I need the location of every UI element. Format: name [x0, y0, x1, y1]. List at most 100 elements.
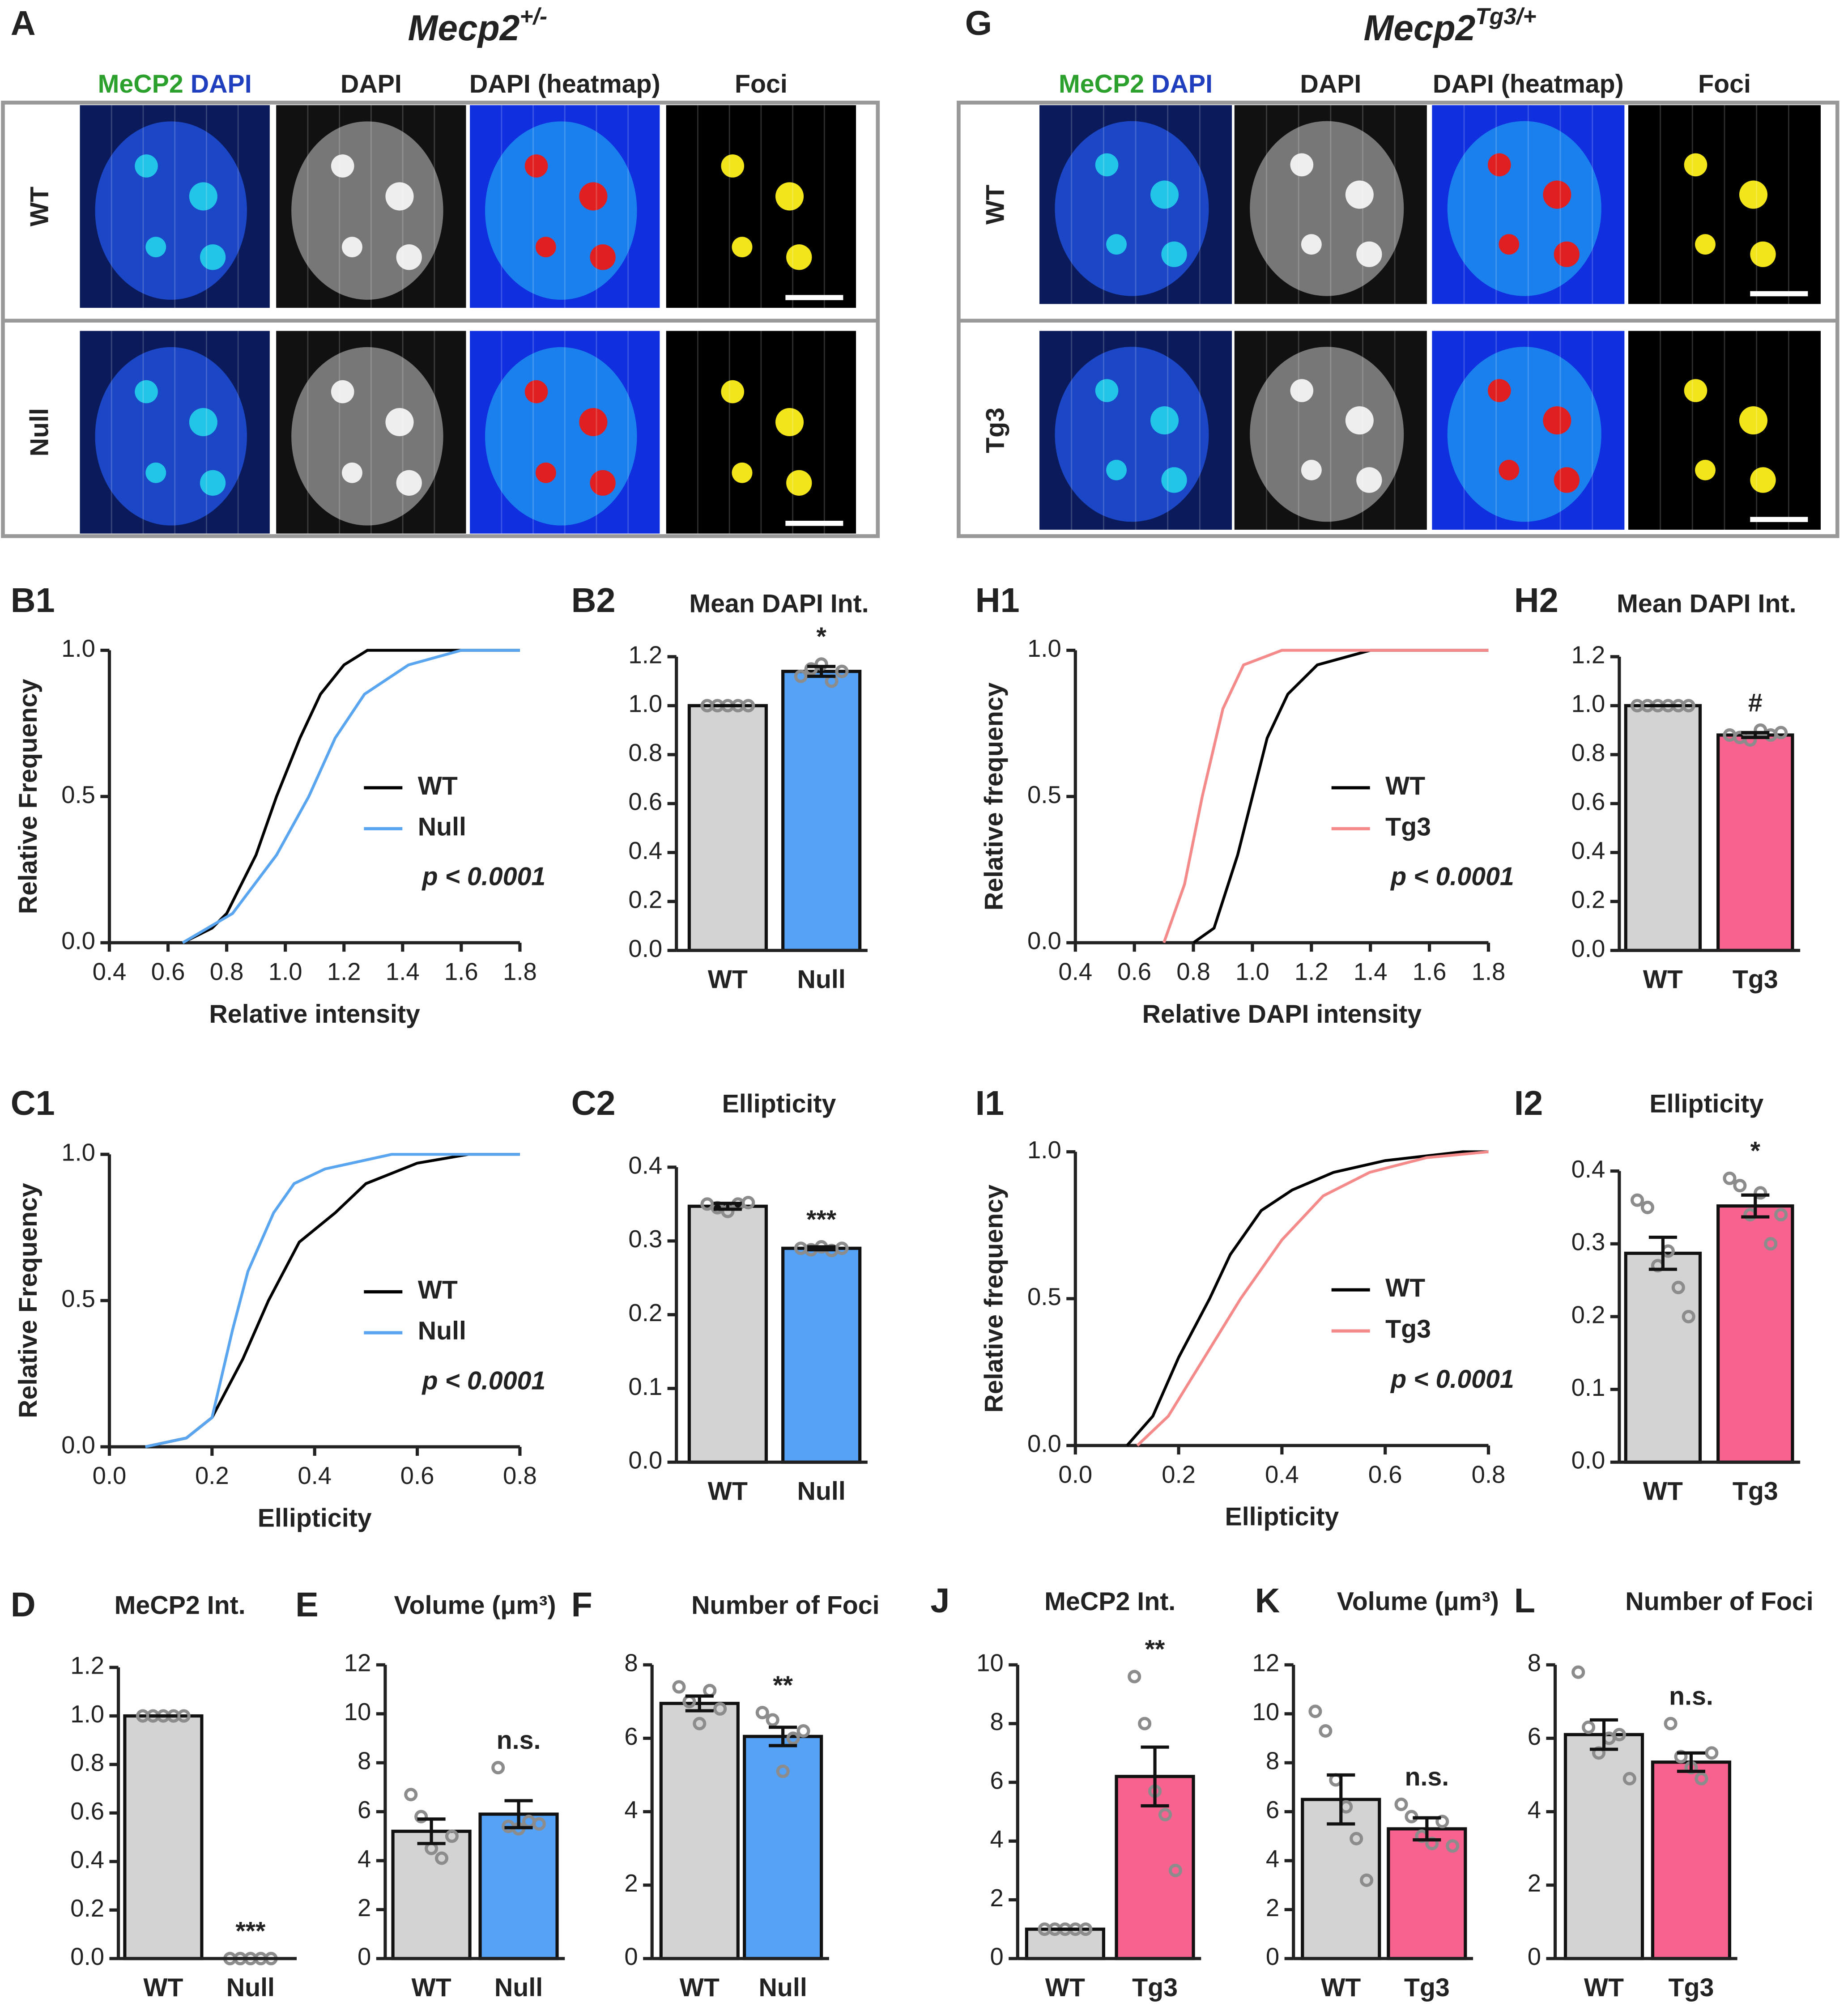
data-point: [1774, 726, 1788, 740]
y-tick-label: 4: [624, 1796, 638, 1824]
focus: [1356, 241, 1382, 268]
data-point: [1754, 1186, 1767, 1200]
data-point: [445, 1829, 459, 1843]
y-tick-label: 2: [1528, 1870, 1541, 1897]
x-tick-label: WT: [1045, 1973, 1085, 2002]
data-point: [703, 1683, 717, 1697]
focus: [579, 408, 608, 437]
data-point: [404, 1788, 418, 1802]
cdf-line: [1162, 649, 1489, 944]
data-point: [1640, 1200, 1655, 1214]
y-tick-label: 1.0: [1571, 690, 1605, 718]
data-point: [1128, 1670, 1141, 1683]
focus: [721, 380, 745, 404]
focus: [524, 154, 548, 178]
x-tick-label: Tg3: [1404, 1973, 1450, 2002]
data-point: [1446, 1839, 1460, 1853]
chart-title: Mean DAPI Int.: [689, 589, 869, 618]
panel-letter: I2: [1514, 1084, 1543, 1122]
y-tick-label: 0.6: [628, 788, 662, 816]
x-tick-label: 0.6: [400, 1462, 434, 1489]
legend-label: WT: [418, 772, 458, 800]
legend-label: WT: [1385, 772, 1425, 800]
y-tick-label: 0.4: [628, 1152, 662, 1179]
focus: [1150, 180, 1179, 209]
y-tick-label: 1.2: [1571, 641, 1605, 668]
data-point: [755, 1705, 769, 1720]
y-tick-label: 0.2: [1571, 886, 1605, 913]
y-tick-label: 4: [1528, 1796, 1541, 1824]
y-tick-label: 0.0: [628, 935, 662, 962]
data-point: [1394, 1798, 1408, 1811]
x-tick-label: WT: [680, 1973, 720, 2002]
title-text: Mecp2: [1363, 8, 1475, 48]
focus: [135, 154, 158, 178]
merge-label-dapi: DAPI: [1151, 70, 1213, 98]
focus: [341, 462, 362, 483]
row-label: WT: [26, 187, 54, 226]
focus: [1356, 467, 1382, 493]
data-point: [1743, 733, 1757, 747]
cdf-line: [182, 649, 520, 944]
panel-letter: C2: [571, 1084, 616, 1122]
y-tick-label: 0.2: [628, 1299, 662, 1326]
data-point: [1308, 1705, 1322, 1718]
nucleus: [95, 121, 247, 300]
data-point: [1723, 1171, 1737, 1185]
focus: [1499, 459, 1520, 480]
bar: [1387, 1827, 1467, 1960]
x-tick-label: 0.8: [210, 958, 244, 985]
x-tick-label: 0.4: [1265, 1461, 1299, 1488]
x-tick-label: 0.8: [503, 1462, 537, 1489]
data-point: [1350, 1832, 1363, 1845]
panel-title: Mecp2+/-: [408, 3, 547, 48]
y-tick-label: 0.6: [1571, 788, 1605, 816]
x-tick-label: 0.4: [1058, 958, 1092, 985]
cdf-line: [145, 1153, 520, 1449]
y-tick-label: 0.5: [1027, 1283, 1061, 1310]
nucleus: [1250, 121, 1404, 296]
focus: [775, 182, 804, 211]
focus: [200, 244, 226, 270]
y-tick-label: 0.1: [628, 1373, 662, 1400]
focus: [145, 462, 166, 483]
x-tick-label: WT: [143, 1973, 183, 2002]
significance: ***: [806, 1205, 837, 1234]
focus: [396, 244, 422, 270]
panel-letter: H2: [1514, 581, 1558, 620]
bar: [781, 1246, 862, 1464]
focus: [535, 462, 556, 483]
x-tick-label: WT: [412, 1973, 451, 2002]
y-tick-label: 0.5: [61, 781, 95, 808]
data-point: [1360, 1873, 1374, 1887]
y-tick-label: 6: [358, 1796, 371, 1824]
y-tick-label: 10: [1252, 1698, 1280, 1726]
y-tick-label: 0.2: [1571, 1301, 1605, 1328]
p-value: p < 0.0001: [422, 1366, 546, 1395]
y-tick-label: 0.0: [61, 1431, 95, 1458]
focus: [1499, 234, 1520, 255]
cdf-line: [182, 649, 520, 944]
focus: [1543, 180, 1571, 209]
merge-label: MeCP2 DAPI: [98, 70, 252, 98]
focus: [1739, 406, 1768, 435]
nucleus: [291, 347, 443, 526]
panel-letter: E: [295, 1586, 319, 1624]
focus: [1488, 379, 1511, 402]
legend-label: WT: [1385, 1274, 1425, 1302]
nucleus: [1055, 121, 1209, 296]
focus: [331, 380, 354, 404]
legend-label: Tg3: [1385, 812, 1431, 841]
column-label: Foci: [735, 70, 788, 98]
y-tick-label: 1.0: [628, 690, 662, 718]
x-tick-label: 1.8: [1472, 958, 1506, 985]
y-tick-label: 12: [1252, 1649, 1280, 1677]
merge-label-dapi: DAPI: [191, 70, 252, 98]
focus: [1554, 241, 1580, 268]
panel-letter: H1: [975, 581, 1020, 620]
x-tick-label: 1.2: [1294, 958, 1329, 985]
significance: ***: [235, 1917, 266, 1946]
y-tick-label: 8: [624, 1649, 638, 1677]
y-tick-label: 1.0: [1027, 1136, 1061, 1164]
